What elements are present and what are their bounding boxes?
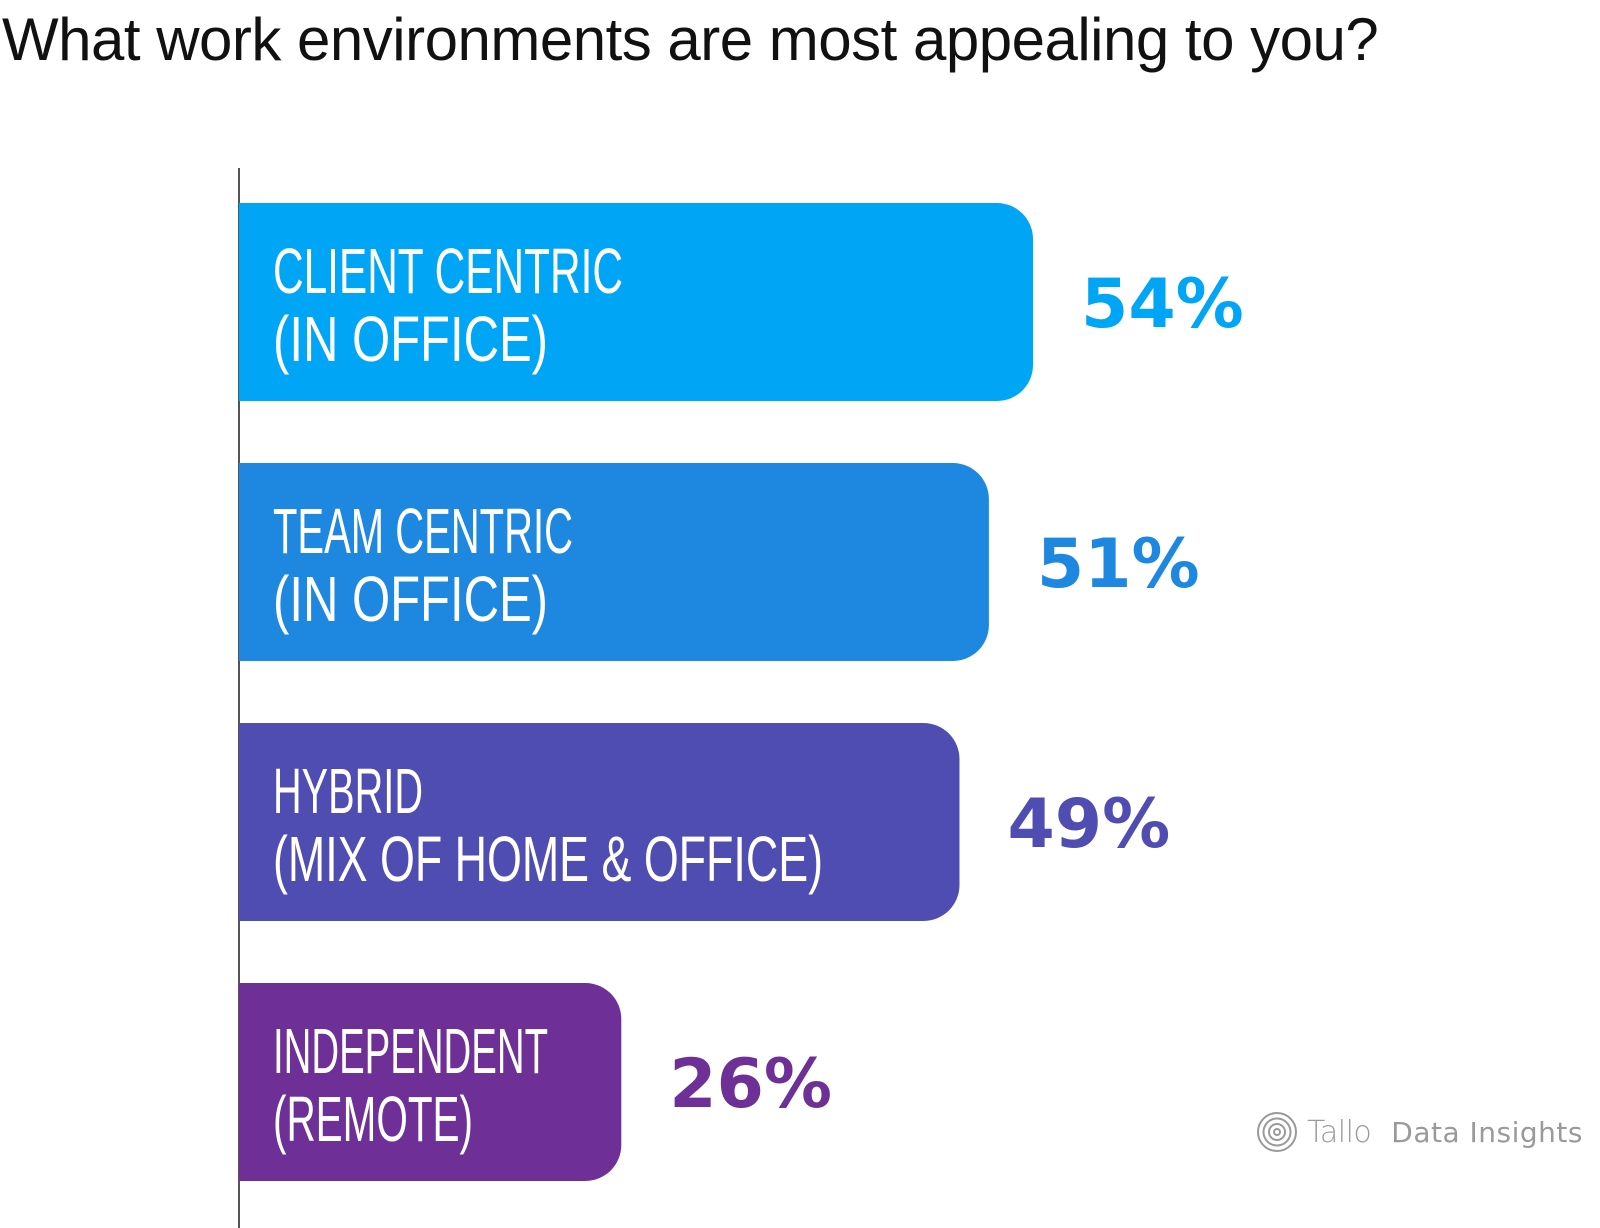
chart-title: What work environments are most appealin… [2, 6, 1379, 73]
bar-4-category-label-line-1: INDEPENDENT [273, 1015, 548, 1087]
watermark: Tallo Data Insights [1255, 1110, 1583, 1154]
bar-1-value-label: 54% [1081, 265, 1244, 344]
bar-2-category-label-line-1: TEAM CENTRIC [273, 495, 573, 567]
bar-3-value-label: 49% [1007, 785, 1170, 864]
bar-1-category-label-line-1: CLIENT CENTRIC [273, 235, 623, 307]
bar-1-category-label-line-2: (IN OFFICE) [273, 303, 548, 375]
bar-2-category-label-line-2: (IN OFFICE) [273, 563, 548, 635]
bar-1 [239, 203, 1033, 401]
tallo-fingerprint-logo-icon [1257, 1112, 1297, 1152]
bar-4 [239, 983, 622, 1181]
bar-4-value-label: 26% [669, 1045, 832, 1124]
bar-3-category-label-line-1: HYBRID [273, 755, 423, 827]
bar-2 [239, 463, 989, 661]
bar-3 [239, 723, 960, 921]
watermark-tagline: Data Insights [1391, 1115, 1583, 1149]
bar-2-value-label: 51% [1037, 525, 1200, 604]
bar-3-category-label-line-2: (MIX OF HOME & OFFICE) [273, 823, 823, 895]
watermark-brand: Tallo [1307, 1114, 1372, 1150]
bars-group: CLIENT CENTRIC(IN OFFICE) 54%TEAM CENTRIC… [239, 203, 1244, 1181]
bar-4-category-label-line-2: (REMOTE) [273, 1083, 473, 1155]
